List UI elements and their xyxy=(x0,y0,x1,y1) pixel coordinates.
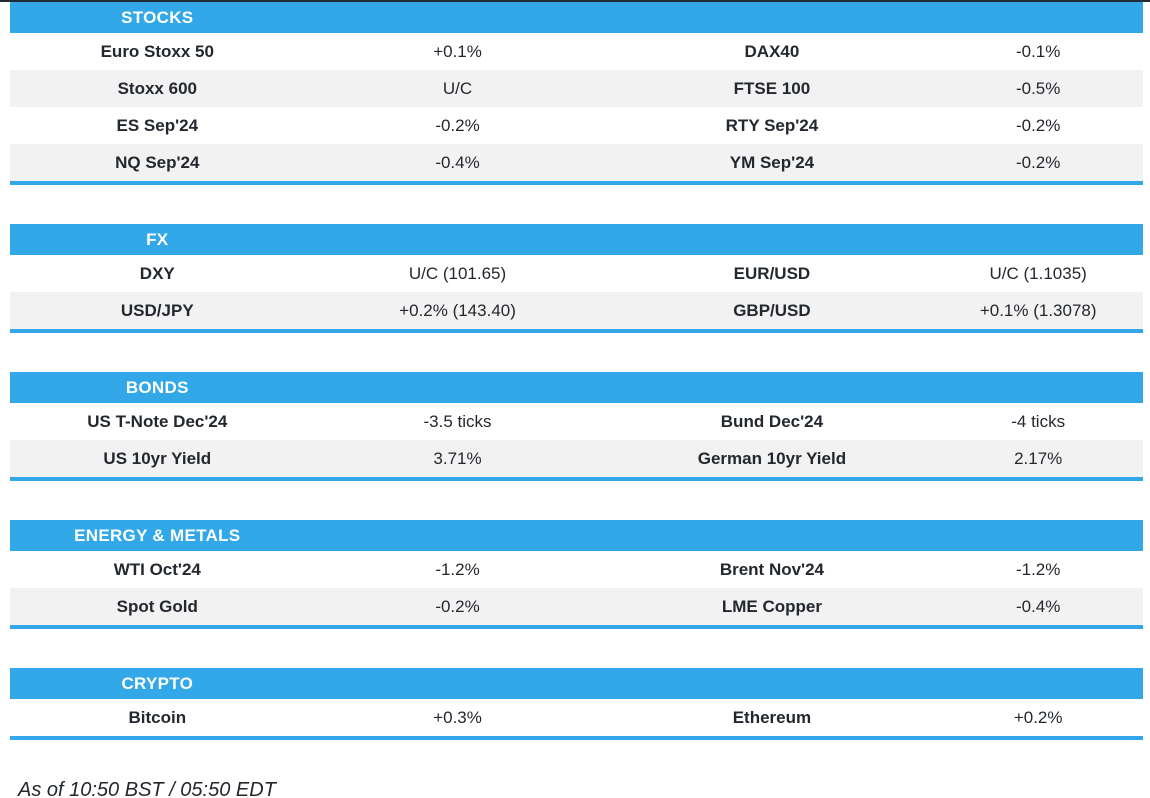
section-header-bar: BONDS xyxy=(10,372,1143,403)
instrument-name: Brent Nov'24 xyxy=(719,559,825,579)
market-wrap-table: STOCKS Euro Stoxx 50 +0.1% DAX40 -0.1% S… xyxy=(10,2,1143,798)
sections-container: STOCKS Euro Stoxx 50 +0.1% DAX40 -0.1% S… xyxy=(10,2,1143,740)
instrument-name: DXY xyxy=(139,263,175,283)
instrument-value: -1.2% xyxy=(435,559,480,579)
market-row: US T-Note Dec'24 -3.5 ticks Bund Dec'24 … xyxy=(10,403,1143,440)
instrument-name: US T-Note Dec'24 xyxy=(87,411,228,431)
market-row: ES Sep'24 -0.2% RTY Sep'24 -0.2% xyxy=(10,107,1143,144)
instrument-value: -4 ticks xyxy=(1011,411,1066,431)
instrument-value: 3.71% xyxy=(433,448,482,468)
section-bottom-border xyxy=(10,625,1143,629)
market-section: FX DXY U/C (101.65) EUR/USD U/C (1.1035)… xyxy=(10,224,1143,333)
market-section: BONDS US T-Note Dec'24 -3.5 ticks Bund D… xyxy=(10,372,1143,481)
instrument-name: EUR/USD xyxy=(733,263,811,283)
instrument-name: USD/JPY xyxy=(120,300,194,320)
instrument-value: -0.2% xyxy=(1015,152,1061,172)
section-header-bar: STOCKS xyxy=(10,2,1143,33)
section-title: CRYPTO xyxy=(121,673,194,693)
instrument-value: +0.2% (143.40) xyxy=(399,300,516,320)
instrument-value: -0.1% xyxy=(1015,41,1061,61)
instrument-name: DAX40 xyxy=(744,41,800,61)
market-section: ENERGY & METALS WTI Oct'24 -1.2% Brent N… xyxy=(10,520,1143,629)
instrument-value: +0.1% (1.3078) xyxy=(979,300,1097,320)
market-row: Stoxx 600 U/C FTSE 100 -0.5% xyxy=(10,70,1143,107)
market-row: WTI Oct'24 -1.2% Brent Nov'24 -1.2% xyxy=(10,551,1143,588)
section-title: ENERGY & METALS xyxy=(74,525,241,545)
instrument-value: -0.4% xyxy=(435,152,480,172)
instrument-value: -0.2% xyxy=(435,596,480,616)
market-row: NQ Sep'24 -0.4% YM Sep'24 -0.2% xyxy=(10,144,1143,181)
market-row: DXY U/C (101.65) EUR/USD U/C (1.1035) xyxy=(10,255,1143,292)
instrument-value: U/C (1.1035) xyxy=(989,263,1087,283)
section-rows: Bitcoin +0.3% Ethereum +0.2% xyxy=(10,699,1143,736)
market-row: US 10yr Yield 3.71% German 10yr Yield 2.… xyxy=(10,440,1143,477)
section-rows: US T-Note Dec'24 -3.5 ticks Bund Dec'24 … xyxy=(10,403,1143,477)
instrument-name: German 10yr Yield xyxy=(697,448,847,468)
section-bottom-border xyxy=(10,181,1143,185)
instrument-value: -3.5 ticks xyxy=(423,411,492,431)
instrument-name: Stoxx 600 xyxy=(117,78,197,98)
instrument-value: +0.1% xyxy=(433,41,482,61)
instrument-name: WTI Oct'24 xyxy=(113,559,201,579)
instrument-name: GBP/USD xyxy=(733,300,811,320)
instrument-value: 2.17% xyxy=(1014,448,1063,468)
instrument-name: Euro Stoxx 50 xyxy=(100,41,214,61)
market-row: Bitcoin +0.3% Ethereum +0.2% xyxy=(10,699,1143,736)
section-bottom-border xyxy=(10,477,1143,481)
instrument-value: -0.2% xyxy=(1015,115,1061,135)
section-rows: WTI Oct'24 -1.2% Brent Nov'24 -1.2% Spot… xyxy=(10,551,1143,625)
instrument-value: -1.2% xyxy=(1015,559,1061,579)
section-rows: DXY U/C (101.65) EUR/USD U/C (1.1035) US… xyxy=(10,255,1143,329)
section-header-bar: FX xyxy=(10,224,1143,255)
instrument-value: +0.2% xyxy=(1013,707,1063,727)
instrument-value: -0.2% xyxy=(435,115,480,135)
market-row: Spot Gold -0.2% LME Copper -0.4% xyxy=(10,588,1143,625)
instrument-name: NQ Sep'24 xyxy=(115,152,200,172)
instrument-value: -0.5% xyxy=(1015,78,1061,98)
as-of-timestamp: As of 10:50 BST / 05:50 EDT xyxy=(18,779,276,798)
instrument-name: US 10yr Yield xyxy=(103,448,212,468)
instrument-value: +0.3% xyxy=(433,707,482,727)
instrument-value: -0.4% xyxy=(1015,596,1061,616)
top-divider-line xyxy=(0,0,1150,2)
section-title: BONDS xyxy=(125,377,189,397)
market-section: CRYPTO Bitcoin +0.3% Ethereum +0.2% xyxy=(10,668,1143,740)
instrument-name: FTSE 100 xyxy=(733,78,811,98)
section-rows: Euro Stoxx 50 +0.1% DAX40 -0.1% Stoxx 60… xyxy=(10,33,1143,181)
section-title: FX xyxy=(146,229,169,249)
section-bottom-border xyxy=(10,736,1143,740)
instrument-value: U/C xyxy=(442,78,473,98)
section-header-bar: CRYPTO xyxy=(10,668,1143,699)
instrument-name: Bitcoin xyxy=(128,707,187,727)
market-row: USD/JPY +0.2% (143.40) GBP/USD +0.1% (1.… xyxy=(10,292,1143,329)
instrument-name: ES Sep'24 xyxy=(116,115,199,135)
instrument-name: Spot Gold xyxy=(116,596,198,616)
market-row: Euro Stoxx 50 +0.1% DAX40 -0.1% xyxy=(10,33,1143,70)
instrument-value: U/C (101.65) xyxy=(408,263,507,283)
instrument-name: YM Sep'24 xyxy=(729,152,815,172)
section-header-bar: ENERGY & METALS xyxy=(10,520,1143,551)
instrument-name: Bund Dec'24 xyxy=(720,411,824,431)
instrument-name: LME Copper xyxy=(721,596,822,616)
section-bottom-border xyxy=(10,329,1143,333)
market-section: STOCKS Euro Stoxx 50 +0.1% DAX40 -0.1% S… xyxy=(10,2,1143,185)
section-title: STOCKS xyxy=(121,7,194,27)
instrument-name: RTY Sep'24 xyxy=(725,115,819,135)
instrument-name: Ethereum xyxy=(732,707,812,727)
